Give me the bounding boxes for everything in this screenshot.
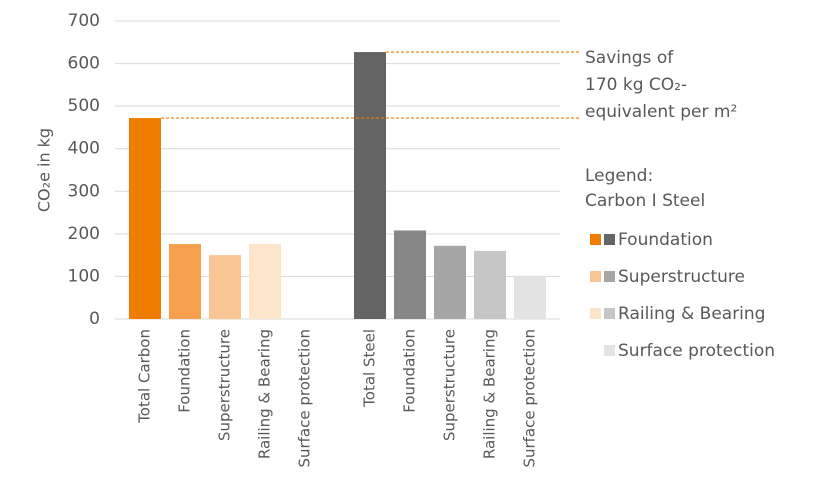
legend-swatch xyxy=(604,271,615,282)
x-tick-label: Surface protection xyxy=(521,329,539,468)
legend-label: Superstructure xyxy=(618,267,745,287)
y-tick-label: 0 xyxy=(89,309,100,329)
y-tick-label: 700 xyxy=(68,11,100,31)
legend-swatch xyxy=(604,234,615,245)
legend-title: Legend: xyxy=(585,166,653,186)
bar xyxy=(514,276,546,319)
annotation: 170 kg CO₂- xyxy=(585,75,687,95)
legend-swatch xyxy=(604,345,615,356)
x-tick-label: Railing & Bearing xyxy=(481,329,499,459)
legend-label: Foundation xyxy=(618,230,713,250)
y-tick-label: 400 xyxy=(68,139,100,159)
annotation: Savings of xyxy=(585,48,674,68)
x-tick-label: Foundation xyxy=(401,329,419,413)
legend-label: Railing & Bearing xyxy=(618,304,765,324)
annotation: equivalent per m² xyxy=(585,102,737,122)
bar xyxy=(129,118,161,319)
legend-swatch xyxy=(604,308,615,319)
bar xyxy=(394,230,426,319)
bar xyxy=(474,250,506,319)
x-tick-label: Total Carbon xyxy=(136,329,154,424)
legend-swatch xyxy=(590,271,601,282)
y-tick-label: 100 xyxy=(68,266,100,286)
x-tick-label: Superstructure xyxy=(441,329,459,441)
bar xyxy=(169,244,201,319)
x-tick-label: Foundation xyxy=(176,329,194,413)
y-axis-label: CO₂e in kg xyxy=(35,128,54,212)
y-tick-label: 500 xyxy=(68,96,100,116)
x-tick-label: Railing & Bearing xyxy=(256,329,274,459)
legend-title: Carbon I Steel xyxy=(585,191,705,211)
bar xyxy=(209,255,241,319)
x-tick-label: Surface protection xyxy=(296,329,314,468)
bar xyxy=(434,245,466,319)
bar xyxy=(354,52,386,319)
bar xyxy=(249,244,281,319)
y-tick-label: 200 xyxy=(68,224,100,244)
x-tick-label: Total Steel xyxy=(361,329,379,408)
y-tick-label: 300 xyxy=(68,181,100,201)
x-tick-label: Superstructure xyxy=(216,329,234,441)
legend-swatch xyxy=(590,308,601,319)
legend-label: Surface protection xyxy=(618,341,775,361)
legend-swatch xyxy=(590,234,601,245)
y-tick-label: 600 xyxy=(68,54,100,74)
